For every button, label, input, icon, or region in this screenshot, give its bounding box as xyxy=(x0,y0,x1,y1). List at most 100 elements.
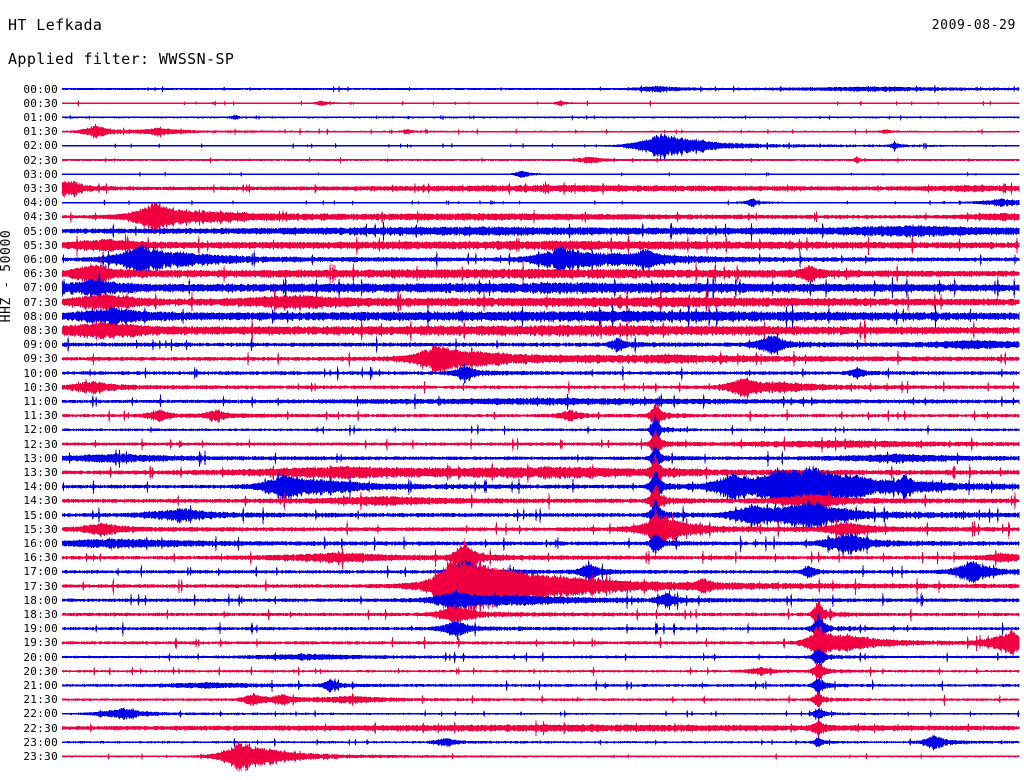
time-tick-label: 20:30 xyxy=(23,664,58,678)
time-tick-label: 13:00 xyxy=(23,451,58,465)
trace-canvas xyxy=(0,78,1024,773)
seismic-trace xyxy=(61,647,1020,667)
time-tick-label: 08:30 xyxy=(23,323,58,337)
seismic-trace xyxy=(61,537,1020,580)
time-tick-label: 04:30 xyxy=(23,210,58,224)
time-tick-label: 21:30 xyxy=(23,693,58,707)
seismic-trace xyxy=(61,84,1020,94)
seismic-trace xyxy=(61,612,1020,645)
time-tick-label: 11:00 xyxy=(23,394,58,408)
time-tick-label: 20:00 xyxy=(23,650,58,664)
time-tick-label: 07:30 xyxy=(23,295,58,309)
time-tick-label: 10:30 xyxy=(23,380,58,394)
time-tick-label: 16:00 xyxy=(23,536,58,550)
seismic-trace xyxy=(61,484,1020,518)
applied-filter-label: Applied filter: WWSSN-SP xyxy=(8,50,235,68)
seismic-trace xyxy=(61,334,1020,356)
seismic-trace xyxy=(61,741,1020,772)
seismic-trace xyxy=(61,661,1020,681)
seismic-trace xyxy=(61,363,1020,385)
seismic-trace xyxy=(61,718,1020,740)
seismic-trace xyxy=(61,554,1020,623)
time-tick-label: 08:00 xyxy=(23,309,58,323)
seismic-trace xyxy=(61,303,1020,330)
time-tick-label: 02:30 xyxy=(23,153,58,167)
helicorder-plot: 00:00 00:30 01:00 01:30 02:00 02:30 03:00 03:30… xyxy=(0,78,1024,773)
time-tick-label: 12:30 xyxy=(23,437,58,451)
time-tick-label: 11:30 xyxy=(23,409,58,423)
seismic-trace xyxy=(61,257,1020,290)
seismic-trace xyxy=(61,707,1020,721)
time-tick-label: 22:30 xyxy=(23,721,58,735)
seismic-trace xyxy=(61,198,1020,209)
time-tick-label: 03:30 xyxy=(23,181,58,195)
time-tick-label: 15:00 xyxy=(23,508,58,522)
time-tick-label: 21:00 xyxy=(23,678,58,692)
seismic-trace xyxy=(61,429,1020,458)
time-tick-label: 19:30 xyxy=(23,636,58,650)
seismic-trace xyxy=(61,415,1020,445)
time-tick-label: 02:00 xyxy=(23,139,58,153)
time-tick-label: 07:00 xyxy=(23,281,58,295)
time-tick-label: 09:30 xyxy=(23,352,58,366)
seismic-trace xyxy=(61,318,1020,344)
seismic-trace xyxy=(61,288,1020,317)
seismic-trace xyxy=(61,155,1020,165)
seismic-trace xyxy=(61,99,1020,108)
time-tick-label: 12:00 xyxy=(23,423,58,437)
seismic-trace xyxy=(61,453,1020,493)
time-tick-label: 05:00 xyxy=(23,224,58,238)
time-tick-label: 16:30 xyxy=(23,551,58,565)
time-tick-label: 23:00 xyxy=(23,735,58,749)
seismic-trace xyxy=(61,401,1020,430)
time-tick-label: 23:30 xyxy=(23,749,58,763)
seismic-trace xyxy=(61,598,1020,631)
seismic-trace xyxy=(61,499,1020,534)
time-tick-label: 17:00 xyxy=(23,565,58,579)
time-tick-label: 22:00 xyxy=(23,707,58,721)
seismic-trace xyxy=(61,124,1020,140)
seismic-trace xyxy=(61,201,1020,237)
time-tick-label: 09:00 xyxy=(23,338,58,352)
seismic-trace xyxy=(61,273,1020,305)
seismic-trace xyxy=(61,625,1020,664)
time-tick-label: 10:00 xyxy=(23,366,58,380)
time-tick-label: 18:30 xyxy=(23,607,58,621)
time-tick-label: 18:00 xyxy=(23,593,58,607)
time-tick-label: 06:00 xyxy=(23,252,58,266)
seismic-trace xyxy=(61,376,1020,399)
time-tick-label: 01:30 xyxy=(23,125,58,139)
time-tick-label: 17:30 xyxy=(23,579,58,593)
time-tick-label: 00:30 xyxy=(23,96,58,110)
time-tick-label: 01:00 xyxy=(23,110,58,124)
seismic-trace xyxy=(61,445,1020,471)
seismic-trace xyxy=(61,133,1020,161)
seismic-trace xyxy=(61,734,1020,752)
time-axis: 00:00 00:30 01:00 01:30 02:00 02:30 03:00 03:30… xyxy=(0,78,58,773)
time-tick-label: 00:00 xyxy=(23,82,58,96)
time-tick-label: 06:30 xyxy=(23,267,58,281)
seismic-trace xyxy=(61,559,1020,586)
seismic-trace xyxy=(61,677,1020,695)
time-tick-label: 14:00 xyxy=(23,480,58,494)
time-tick-label: 04:00 xyxy=(23,196,58,210)
seismic-trace xyxy=(61,180,1020,198)
seismic-trace xyxy=(61,344,1020,374)
seismic-trace xyxy=(61,222,1020,241)
station-title: HT Lefkada xyxy=(8,16,103,34)
time-tick-label: 03:00 xyxy=(23,167,58,181)
seismic-trace xyxy=(61,233,1020,258)
time-tick-label: 13:30 xyxy=(23,465,58,479)
record-date: 2009-08-29 xyxy=(931,18,1016,33)
seismic-trace xyxy=(61,244,1020,277)
time-tick-label: 14:30 xyxy=(23,494,58,508)
seismic-trace xyxy=(61,531,1020,557)
time-tick-label: 15:30 xyxy=(23,522,58,536)
seismic-trace xyxy=(61,589,1020,612)
seismic-trace xyxy=(61,505,1020,553)
time-tick-label: 19:00 xyxy=(23,622,58,636)
time-tick-label: 05:30 xyxy=(23,238,58,252)
seismic-trace xyxy=(61,690,1020,708)
seismic-trace xyxy=(61,114,1020,121)
